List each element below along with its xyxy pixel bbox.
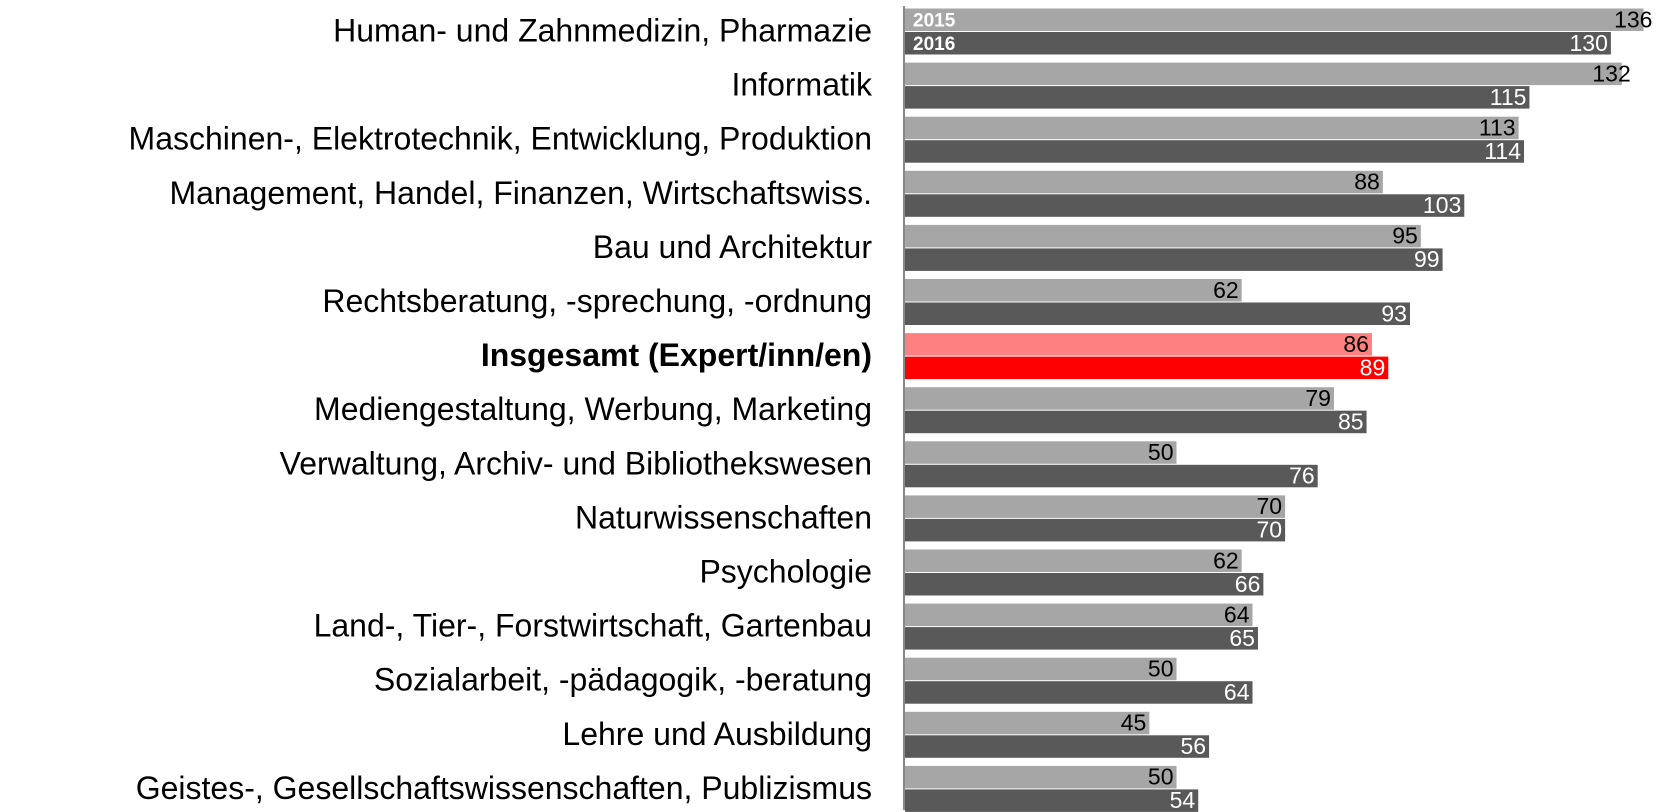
bar — [905, 140, 1525, 163]
value-label: 66 — [1235, 571, 1261, 597]
bar — [905, 333, 1372, 356]
value-label: 56 — [1180, 733, 1206, 759]
bar — [905, 549, 1242, 572]
legend-label: 2015 — [913, 10, 956, 31]
value-label: 76 — [1289, 463, 1315, 489]
bar — [905, 62, 1622, 86]
value-label: 95 — [1392, 223, 1418, 249]
value-label: 130 — [1570, 30, 1608, 56]
value-label: 62 — [1213, 277, 1239, 303]
bar — [905, 8, 1644, 31]
value-label: 99 — [1414, 246, 1440, 272]
bar — [905, 495, 1286, 518]
bar — [905, 356, 1389, 380]
category-label: Human- und Zahnmedizin, Pharmazie — [333, 12, 872, 48]
bar — [905, 441, 1177, 464]
bar — [905, 279, 1242, 302]
value-label: 113 — [1479, 115, 1516, 141]
value-label: 50 — [1148, 656, 1174, 682]
bar — [905, 735, 1210, 758]
category-label: Verwaltung, Archiv- und Bibliothekswesen — [280, 445, 872, 481]
value-label: 114 — [1484, 138, 1521, 164]
category-label: Bau und Architektur — [593, 229, 873, 265]
value-label: 70 — [1257, 517, 1283, 543]
bar — [905, 170, 1383, 194]
bar — [905, 248, 1443, 271]
value-label: 85 — [1338, 409, 1364, 435]
bar — [905, 387, 1334, 410]
category-label: Management, Handel, Finanzen, Wirtschaft… — [169, 175, 872, 211]
bar — [905, 657, 1177, 681]
bar — [905, 410, 1367, 434]
value-label: 50 — [1148, 764, 1174, 790]
category-label: Lehre und Ausbildung — [562, 716, 872, 752]
bar — [905, 86, 1530, 109]
value-label: 88 — [1354, 169, 1380, 195]
value-label: 86 — [1343, 331, 1369, 357]
bar — [905, 302, 1410, 325]
category-label: Informatik — [732, 67, 873, 103]
bar — [905, 224, 1421, 248]
bar — [905, 711, 1150, 735]
value-label: 89 — [1360, 354, 1386, 380]
bar — [905, 627, 1258, 650]
category-label: Geistes-, Gesellschaftswissenschaften, P… — [136, 770, 872, 806]
category-label: Rechtsberatung, -sprechung, -ordnung — [322, 283, 872, 319]
bar — [905, 573, 1264, 596]
bar — [905, 681, 1253, 704]
value-label: 54 — [1170, 787, 1196, 812]
bar — [905, 116, 1519, 140]
value-label: 50 — [1148, 439, 1174, 465]
bar — [905, 603, 1253, 627]
value-label: 132 — [1592, 60, 1630, 86]
value-label: 70 — [1257, 493, 1283, 519]
value-label: 103 — [1423, 192, 1461, 218]
category-label: Psychologie — [699, 553, 872, 589]
category-label: Insgesamt (Expert/inn/en) — [481, 337, 872, 373]
bar — [905, 518, 1286, 542]
bar — [905, 789, 1199, 812]
bar — [905, 765, 1177, 789]
category-label: Land-, Tier-, Forstwirtschaft, Gartenbau — [314, 608, 872, 644]
legend-label: 2016 — [913, 34, 955, 55]
category-label: Naturwissenschaften — [575, 499, 872, 535]
category-label: Sozialarbeit, -pädagogik, -beratung — [374, 662, 872, 698]
bar — [905, 194, 1465, 217]
value-label: 64 — [1224, 601, 1250, 627]
category-label: Maschinen-, Elektrotechnik, Entwicklung,… — [129, 121, 872, 157]
category-label: Mediengestaltung, Werbung, Marketing — [314, 391, 872, 427]
value-label: 64 — [1224, 679, 1250, 705]
value-label: 45 — [1121, 710, 1147, 736]
value-label: 62 — [1213, 547, 1239, 573]
bar — [905, 464, 1318, 488]
value-label: 65 — [1229, 625, 1255, 651]
value-label: 136 — [1614, 6, 1652, 32]
value-label: 93 — [1381, 300, 1407, 326]
bar — [905, 32, 1611, 55]
value-label: 79 — [1305, 385, 1331, 411]
value-label: 115 — [1490, 84, 1527, 110]
